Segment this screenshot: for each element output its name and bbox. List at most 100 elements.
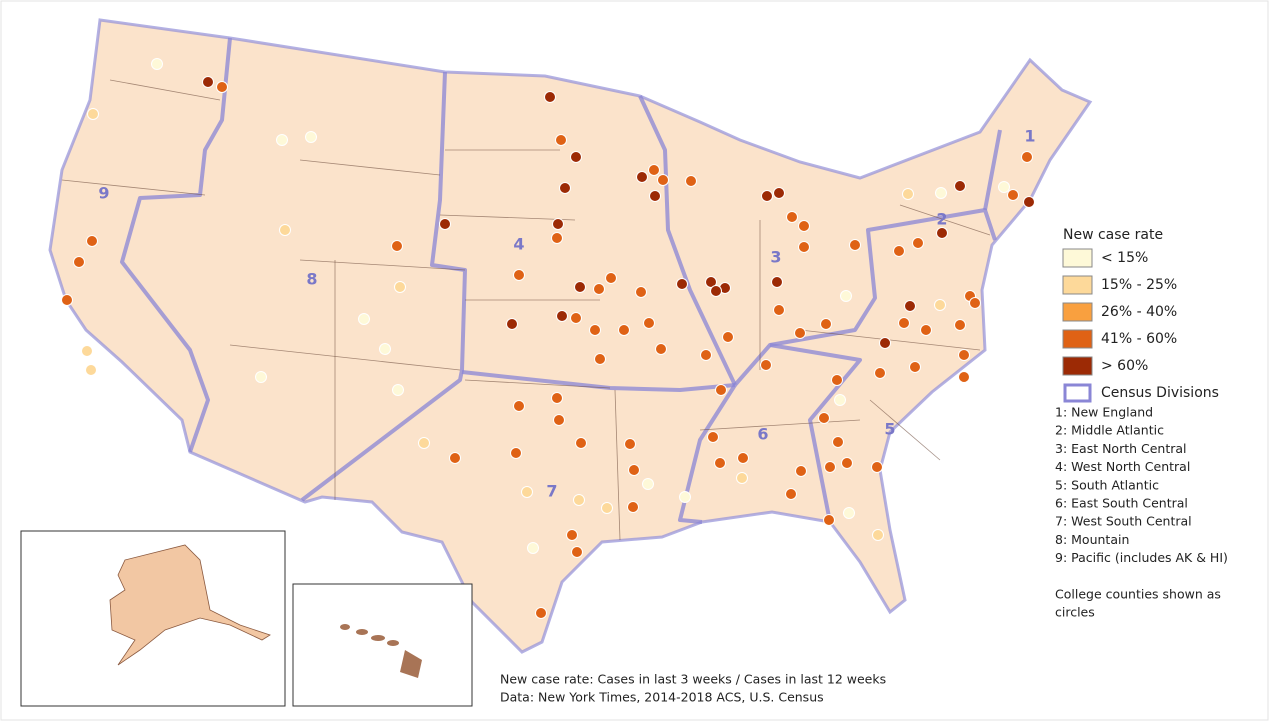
college-county bbox=[737, 452, 749, 464]
college-counties bbox=[61, 58, 1035, 619]
college-county bbox=[573, 494, 585, 506]
division-name: 8: Mountain bbox=[1055, 532, 1129, 547]
college-county bbox=[874, 367, 886, 379]
college-county bbox=[216, 81, 228, 93]
college-county bbox=[954, 319, 966, 331]
division-name: 9: Pacific (includes AK & HI) bbox=[1055, 550, 1228, 565]
college-county bbox=[920, 324, 932, 336]
division-name: 5: South Atlantic bbox=[1055, 477, 1159, 492]
college-county bbox=[934, 299, 946, 311]
college-county bbox=[593, 283, 605, 295]
college-county bbox=[553, 414, 565, 426]
college-county bbox=[818, 412, 830, 424]
college-county bbox=[798, 220, 810, 232]
college-county bbox=[570, 151, 582, 163]
college-county bbox=[715, 384, 727, 396]
college-county bbox=[151, 58, 163, 70]
college-county bbox=[358, 313, 370, 325]
legend-label: Census Divisions bbox=[1101, 385, 1219, 401]
college-county bbox=[575, 437, 587, 449]
college-county bbox=[559, 182, 571, 194]
college-county bbox=[305, 131, 317, 143]
college-county bbox=[601, 502, 613, 514]
college-county bbox=[936, 227, 948, 239]
college-county bbox=[556, 310, 568, 322]
college-county bbox=[831, 374, 843, 386]
division-name: 1: New England bbox=[1055, 405, 1153, 420]
college-county bbox=[705, 276, 717, 288]
college-county bbox=[439, 218, 451, 230]
college-county bbox=[594, 353, 606, 365]
college-county bbox=[394, 281, 406, 293]
note: circles bbox=[1055, 605, 1095, 620]
division-number: 6 bbox=[757, 425, 768, 444]
college-county bbox=[785, 488, 797, 500]
college-county bbox=[379, 343, 391, 355]
college-county bbox=[657, 174, 669, 186]
college-county bbox=[909, 361, 921, 373]
college-county bbox=[202, 76, 214, 88]
college-county bbox=[574, 281, 586, 293]
legend: New case rate < 15% 15% - 25% 26% - 40% 41%… bbox=[1062, 227, 1219, 403]
college-county bbox=[605, 272, 617, 284]
legend-label: < 15% bbox=[1101, 250, 1148, 266]
college-county bbox=[636, 171, 648, 183]
college-county bbox=[73, 256, 85, 268]
division-number: 9 bbox=[98, 184, 109, 203]
college-county bbox=[969, 297, 981, 309]
division-name: 2: Middle Atlantic bbox=[1055, 423, 1164, 438]
college-county bbox=[570, 312, 582, 324]
legend-swatch bbox=[1062, 275, 1093, 295]
college-county bbox=[761, 190, 773, 202]
footer-line: Data: New York Times, 2014-2018 ACS, U.S… bbox=[500, 690, 824, 705]
college-county bbox=[760, 359, 772, 371]
college-county bbox=[527, 542, 539, 554]
college-county bbox=[841, 457, 853, 469]
college-county bbox=[871, 461, 883, 473]
college-county bbox=[418, 437, 430, 449]
college-county bbox=[840, 290, 852, 302]
college-county bbox=[707, 431, 719, 443]
college-county bbox=[1023, 196, 1035, 208]
college-county bbox=[513, 400, 525, 412]
college-county bbox=[710, 285, 722, 297]
college-county bbox=[912, 237, 924, 249]
legend-label: 15% - 25% bbox=[1101, 277, 1177, 293]
college-county bbox=[795, 465, 807, 477]
college-county bbox=[643, 317, 655, 329]
college-county bbox=[544, 91, 556, 103]
legend-swatch bbox=[1062, 302, 1093, 322]
college-county bbox=[276, 134, 288, 146]
college-county bbox=[893, 245, 905, 257]
college-county bbox=[685, 175, 697, 187]
college-county bbox=[391, 240, 403, 252]
college-county bbox=[506, 318, 518, 330]
college-county bbox=[449, 452, 461, 464]
college-county bbox=[552, 218, 564, 230]
college-county bbox=[771, 276, 783, 288]
college-county bbox=[736, 472, 748, 484]
college-county bbox=[521, 486, 533, 498]
division-number: 8 bbox=[306, 270, 317, 289]
note: College counties shown as bbox=[1055, 587, 1221, 602]
legend-title: New case rate bbox=[1063, 227, 1163, 243]
college-county bbox=[714, 457, 726, 469]
college-county bbox=[958, 371, 970, 383]
college-county bbox=[628, 464, 640, 476]
college-county bbox=[627, 501, 639, 513]
division-numbers: 1 2 3 4 5 6 7 8 9 bbox=[98, 127, 1035, 501]
division-number: 3 bbox=[770, 248, 781, 267]
college-county bbox=[824, 461, 836, 473]
hawaii bbox=[340, 624, 422, 678]
college-county bbox=[513, 269, 525, 281]
state-lines bbox=[61, 79, 991, 541]
college-county bbox=[535, 607, 547, 619]
college-county bbox=[902, 188, 914, 200]
college-county bbox=[676, 278, 688, 290]
college-county bbox=[61, 294, 73, 306]
college-county bbox=[1007, 189, 1019, 201]
division-name: 4: West North Central bbox=[1055, 459, 1190, 474]
college-county bbox=[794, 327, 806, 339]
